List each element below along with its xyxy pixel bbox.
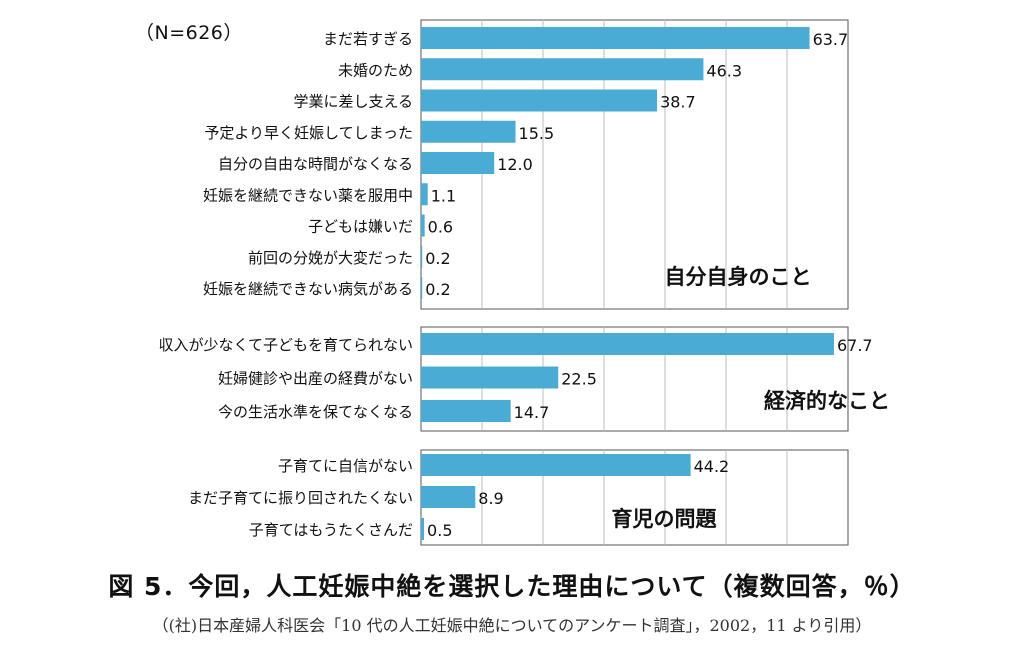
bar (421, 277, 423, 299)
value-label: 0.6 (428, 218, 453, 237)
bar (421, 120, 516, 143)
bar (421, 183, 428, 206)
bar-chart: まだ若すぎる 63.7 未婚のため 46.3 学業に差し支える 38.7 予定より早く妊娠し… (158, 19, 890, 546)
group-label: 経済的なこと (764, 389, 890, 413)
value-label: 0.5 (427, 521, 452, 540)
category-label: まだ若すぎる (323, 30, 413, 48)
category-label: 学業に差し支える (293, 93, 413, 111)
bar (421, 366, 559, 389)
category-label: まだ子育てに振り回されたくない (188, 489, 413, 507)
bar (421, 333, 834, 355)
category-label: 自分の自由な時間がなくなる (218, 155, 413, 173)
value-label: 38.7 (660, 93, 696, 112)
bar (421, 152, 495, 174)
category-label: 子育てに自信がない (278, 457, 413, 475)
figure-source: （(社)日本産婦人科医会「10 代の人工妊娠中絶についてのアンケート調査」，20… (152, 616, 872, 635)
bar (421, 89, 658, 112)
category-label: 子どもは嫌いだ (308, 218, 413, 236)
category-label: 妊娠を継続できない病気がある (203, 280, 413, 298)
value-label: 46.3 (706, 61, 742, 80)
bar (421, 214, 425, 237)
value-label: 22.5 (561, 370, 597, 389)
bar (421, 400, 511, 422)
bar (421, 454, 691, 476)
bar (421, 518, 425, 540)
value-label: 12.0 (497, 155, 533, 174)
value-label: 63.7 (813, 30, 849, 49)
value-label: 67.7 (837, 336, 873, 355)
category-label: 子育てはもうたくさんだ (249, 521, 413, 539)
category-label: 予定より早く妊娠してしまった (204, 124, 413, 142)
value-label: 14.7 (514, 403, 550, 422)
category-label: 未婚のため (338, 61, 413, 79)
category-label: 今の生活水準を保てなくなる (218, 403, 413, 421)
category-label: 妊婦健診や出産の経費がない (218, 370, 413, 388)
value-label: 44.2 (694, 457, 730, 476)
value-label: 8.9 (478, 489, 503, 508)
bar (421, 486, 476, 508)
value-label: 0.2 (425, 280, 450, 299)
group-label: 育児の問題 (612, 507, 718, 531)
bar (421, 245, 423, 268)
category-label: 妊娠を継続できない薬を服用中 (203, 186, 413, 204)
bar (421, 58, 704, 81)
category-label: 前回の分娩が大変だった (248, 249, 413, 267)
bar (421, 27, 810, 49)
value-label: 15.5 (519, 124, 555, 143)
value-label: 1.1 (431, 186, 456, 205)
group-label: 自分自身のこと (665, 265, 812, 289)
figure-caption: 図 5．今回，人工妊娠中絶を選択した理由について（複数回答，％） (108, 572, 916, 601)
category-label: 収入が少なくて子どもを育てられない (158, 336, 413, 354)
sample-size-label: （N=626） (135, 22, 243, 44)
value-label: 0.2 (425, 249, 450, 268)
